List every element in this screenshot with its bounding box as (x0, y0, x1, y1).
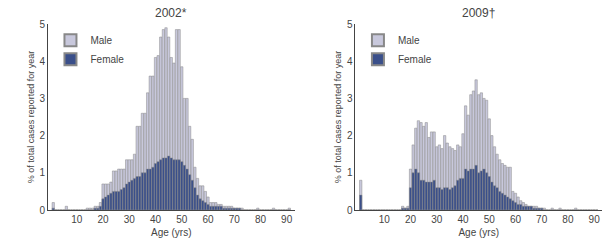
svg-text:60: 60 (510, 214, 522, 225)
svg-text:Female: Female (398, 54, 432, 65)
svg-text:Male: Male (90, 35, 112, 46)
svg-text:40: 40 (457, 214, 469, 225)
svg-text:Age (yrs): Age (yrs) (458, 227, 499, 238)
svg-text:Age (yrs): Age (yrs) (151, 227, 192, 238)
svg-text:80: 80 (562, 214, 574, 225)
svg-text:Male: Male (398, 35, 420, 46)
svg-text:80: 80 (255, 214, 267, 225)
svg-text:2: 2 (39, 130, 45, 141)
svg-text:Female: Female (90, 54, 124, 65)
svg-text:4: 4 (39, 56, 45, 67)
svg-text:10: 10 (379, 214, 391, 225)
svg-text:5: 5 (347, 19, 353, 30)
svg-text:30: 30 (431, 214, 443, 225)
svg-text:1: 1 (39, 167, 45, 178)
svg-text:3: 3 (39, 93, 45, 104)
svg-text:70: 70 (229, 214, 241, 225)
svg-text:90: 90 (281, 214, 293, 225)
svg-text:0: 0 (347, 205, 353, 216)
svg-text:90: 90 (589, 214, 601, 225)
svg-text:50: 50 (484, 214, 496, 225)
svg-text:50: 50 (176, 214, 188, 225)
svg-text:1: 1 (347, 167, 353, 178)
svg-text:4: 4 (347, 56, 353, 67)
svg-text:20: 20 (405, 214, 417, 225)
svg-text:5: 5 (39, 19, 45, 30)
svg-text:2002*: 2002* (155, 6, 187, 20)
svg-text:30: 30 (124, 214, 136, 225)
svg-text:% of total cases reported for: % of total cases reported for year (333, 51, 343, 184)
svg-text:0: 0 (39, 205, 45, 216)
svg-text:40: 40 (150, 214, 162, 225)
svg-text:% of total cases reported for: % of total cases reported for year (26, 51, 36, 184)
svg-text:60: 60 (202, 214, 214, 225)
svg-text:10: 10 (71, 214, 83, 225)
svg-text:70: 70 (536, 214, 548, 225)
svg-text:2: 2 (347, 130, 353, 141)
svg-text:20: 20 (98, 214, 110, 225)
svg-text:3: 3 (347, 93, 353, 104)
svg-text:2009†: 2009† (462, 6, 495, 20)
